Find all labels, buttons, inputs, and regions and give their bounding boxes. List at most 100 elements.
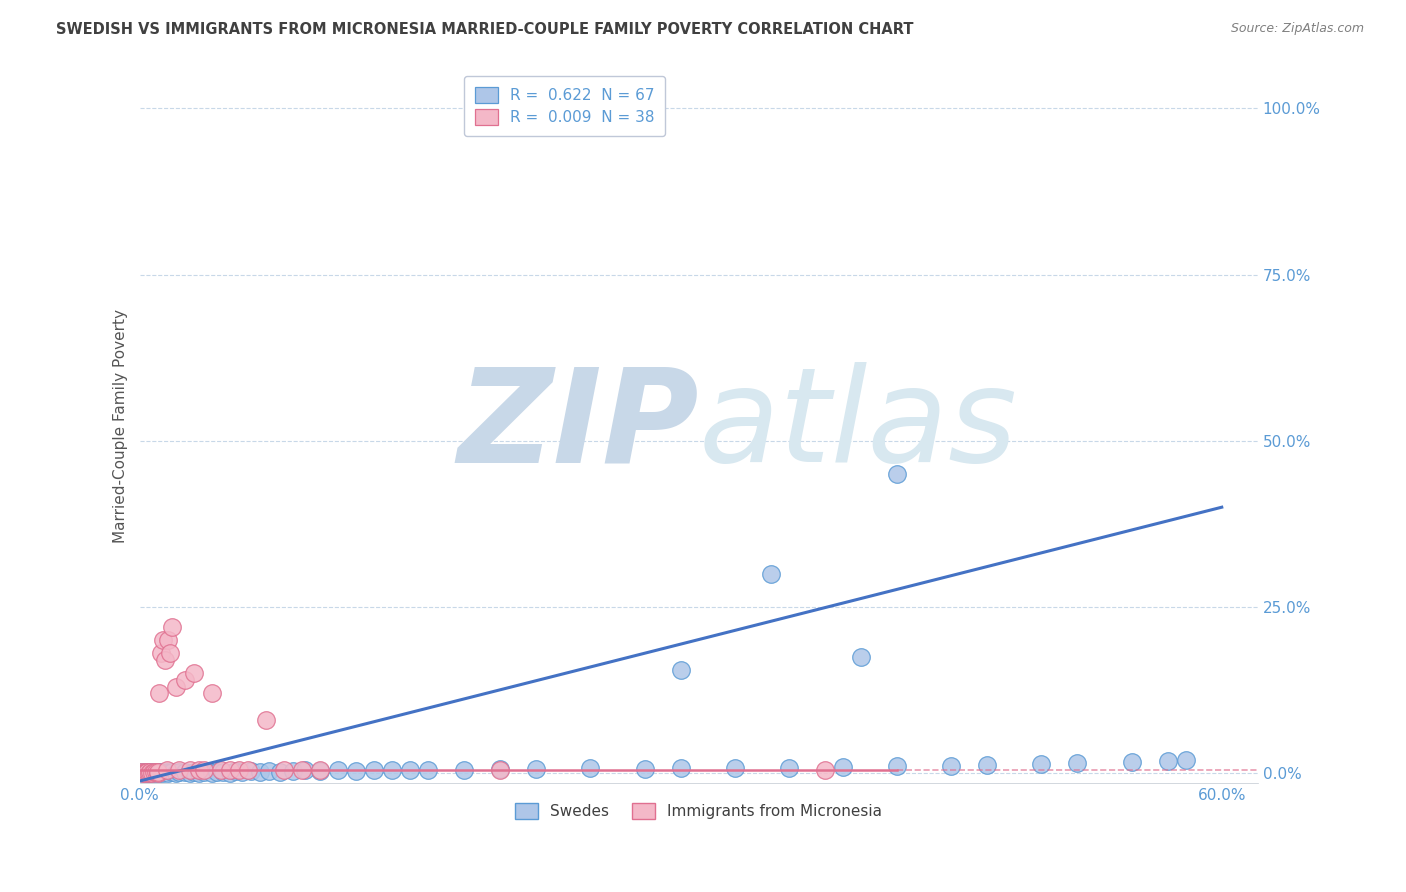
Point	[160, 764, 183, 779]
Text: ZIP: ZIP	[457, 362, 699, 490]
Point	[224, 764, 246, 778]
Point	[201, 686, 224, 700]
Point	[150, 647, 173, 661]
Point	[669, 663, 692, 677]
Point	[179, 766, 201, 780]
Point	[1174, 753, 1197, 767]
Point	[148, 686, 170, 700]
Point	[886, 467, 908, 481]
Point	[218, 766, 240, 780]
Point	[152, 633, 174, 648]
Point	[157, 633, 180, 648]
Point	[1156, 754, 1178, 768]
Point	[138, 765, 160, 780]
Point	[141, 766, 163, 780]
Point	[453, 763, 475, 777]
Point	[832, 760, 855, 774]
Point	[143, 765, 166, 780]
Point	[145, 766, 167, 780]
Point	[132, 766, 155, 780]
Point	[134, 766, 156, 780]
Point	[167, 765, 190, 780]
Point	[814, 763, 837, 777]
Point	[188, 766, 211, 780]
Point	[179, 763, 201, 777]
Point	[1066, 756, 1088, 770]
Point	[155, 765, 177, 780]
Point	[201, 766, 224, 780]
Point	[188, 763, 211, 777]
Point	[165, 766, 187, 780]
Point	[157, 766, 180, 780]
Point	[291, 763, 314, 777]
Point	[146, 766, 169, 780]
Point	[489, 762, 512, 776]
Point	[135, 764, 157, 779]
Point	[269, 764, 291, 779]
Point	[159, 647, 181, 661]
Point	[173, 673, 195, 687]
Point	[150, 764, 173, 779]
Point	[167, 763, 190, 777]
Point	[135, 766, 157, 780]
Point	[152, 766, 174, 780]
Point	[138, 766, 160, 780]
Point	[416, 763, 439, 777]
Point	[131, 765, 153, 780]
Point	[141, 766, 163, 780]
Point	[139, 765, 162, 780]
Point	[132, 766, 155, 780]
Text: SWEDISH VS IMMIGRANTS FROM MICRONESIA MARRIED-COUPLE FAMILY POVERTY CORRELATION : SWEDISH VS IMMIGRANTS FROM MICRONESIA MA…	[56, 22, 914, 37]
Point	[294, 764, 316, 778]
Point	[138, 766, 160, 780]
Point	[218, 763, 240, 777]
Point	[236, 763, 259, 777]
Point	[183, 666, 205, 681]
Point	[143, 765, 166, 780]
Point	[778, 761, 800, 775]
Point	[139, 764, 162, 779]
Point	[326, 764, 349, 778]
Point	[1121, 756, 1143, 770]
Point	[148, 766, 170, 780]
Point	[309, 764, 332, 778]
Point	[1031, 757, 1053, 772]
Point	[344, 764, 367, 778]
Point	[363, 763, 385, 777]
Point	[193, 763, 215, 777]
Point	[228, 763, 250, 777]
Point	[633, 762, 655, 776]
Point	[193, 764, 215, 779]
Point	[153, 653, 176, 667]
Point	[205, 765, 228, 780]
Y-axis label: Married-Couple Family Poverty: Married-Couple Family Poverty	[114, 309, 128, 542]
Point	[941, 759, 963, 773]
Point	[146, 765, 169, 780]
Point	[724, 761, 747, 775]
Point	[211, 764, 233, 779]
Point	[976, 758, 998, 772]
Point	[231, 764, 253, 779]
Point	[146, 765, 169, 780]
Text: Source: ZipAtlas.com: Source: ZipAtlas.com	[1230, 22, 1364, 36]
Point	[669, 761, 692, 775]
Point	[524, 762, 547, 776]
Point	[249, 764, 271, 779]
Point	[273, 763, 295, 777]
Point	[309, 763, 332, 777]
Text: atlas: atlas	[699, 362, 1018, 490]
Point	[145, 764, 167, 779]
Point	[886, 759, 908, 773]
Point	[165, 680, 187, 694]
Point	[134, 766, 156, 780]
Legend: Swedes, Immigrants from Micronesia: Swedes, Immigrants from Micronesia	[509, 797, 889, 825]
Point	[139, 766, 162, 780]
Point	[209, 763, 232, 777]
Point	[381, 764, 404, 778]
Point	[160, 620, 183, 634]
Point	[849, 649, 872, 664]
Point	[489, 763, 512, 777]
Point	[579, 761, 602, 775]
Point	[131, 765, 153, 780]
Point	[281, 764, 304, 778]
